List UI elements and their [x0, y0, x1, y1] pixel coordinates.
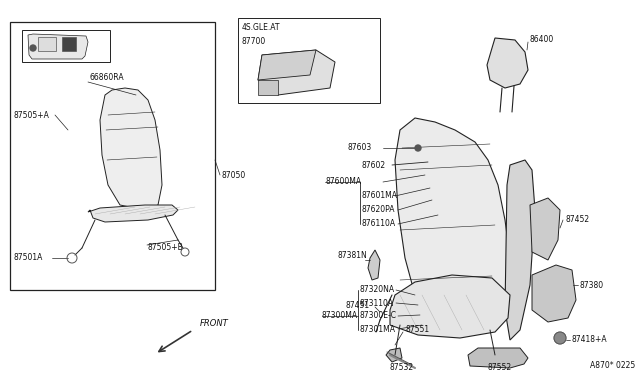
Text: FRONT: FRONT — [200, 320, 228, 328]
Text: 87505+B: 87505+B — [148, 243, 184, 251]
Text: 87600MA: 87600MA — [325, 177, 361, 186]
Text: 86400: 86400 — [530, 35, 554, 45]
Text: 87603: 87603 — [348, 144, 372, 153]
Polygon shape — [505, 160, 535, 340]
Text: 876110A: 876110A — [362, 219, 396, 228]
Text: 87620PA: 87620PA — [362, 205, 396, 215]
Polygon shape — [395, 118, 510, 328]
Polygon shape — [258, 50, 335, 95]
Polygon shape — [390, 275, 510, 338]
Bar — [22, 30, 110, 62]
Text: 873110A: 873110A — [360, 298, 394, 308]
Text: 87552: 87552 — [488, 363, 512, 372]
Circle shape — [554, 332, 566, 344]
Polygon shape — [100, 88, 162, 210]
Text: 87700: 87700 — [242, 38, 266, 46]
Text: 87501A: 87501A — [14, 253, 44, 263]
Polygon shape — [532, 265, 576, 322]
Bar — [38, 37, 56, 51]
Polygon shape — [28, 34, 88, 59]
Text: 87532: 87532 — [390, 363, 414, 372]
Text: 87300MA: 87300MA — [322, 311, 358, 321]
Text: 87050: 87050 — [222, 170, 246, 180]
Polygon shape — [487, 38, 528, 88]
Text: 87381N: 87381N — [338, 250, 368, 260]
Text: 87505+A: 87505+A — [14, 110, 50, 119]
Text: 87418+A: 87418+A — [572, 336, 607, 344]
Text: 87452: 87452 — [565, 215, 589, 224]
Circle shape — [30, 45, 36, 51]
Polygon shape — [530, 198, 560, 260]
Bar — [238, 18, 380, 103]
Polygon shape — [88, 205, 178, 222]
Circle shape — [415, 145, 421, 151]
Text: 87320NA: 87320NA — [360, 285, 395, 295]
Text: 87601MA: 87601MA — [362, 192, 398, 201]
Text: 87602: 87602 — [362, 160, 386, 170]
Text: 87551: 87551 — [405, 326, 429, 334]
Bar — [10, 22, 215, 290]
Text: 87451: 87451 — [345, 301, 369, 310]
Polygon shape — [258, 80, 278, 95]
Polygon shape — [258, 50, 316, 80]
Text: 66860RA: 66860RA — [90, 74, 125, 83]
Text: 87380: 87380 — [580, 280, 604, 289]
Text: 87300E-C: 87300E-C — [360, 311, 397, 321]
Text: 4S.GLE.AT: 4S.GLE.AT — [242, 23, 280, 32]
Polygon shape — [468, 348, 528, 368]
Bar — [62, 37, 76, 51]
Polygon shape — [386, 348, 402, 362]
Text: 87301MA: 87301MA — [360, 324, 396, 334]
Text: A870* 0225: A870* 0225 — [590, 360, 636, 369]
Polygon shape — [368, 250, 380, 280]
